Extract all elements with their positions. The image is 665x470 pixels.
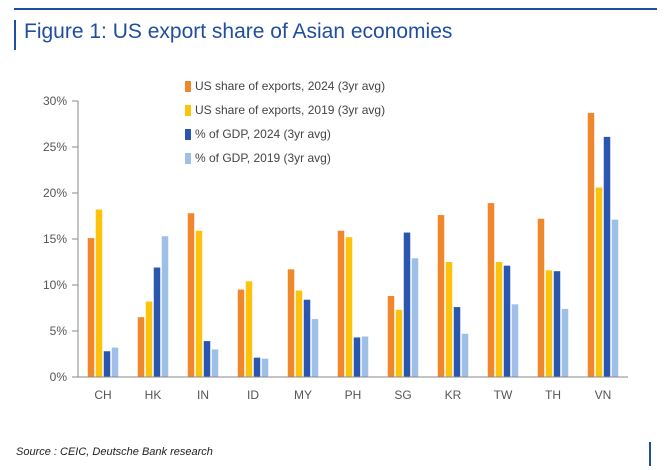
bar-kr-series-0: [437, 215, 445, 377]
bar-ch-series-0: [87, 238, 95, 377]
bar-vn-series-0: [587, 112, 595, 378]
chart-title: Figure 1: US export share of Asian econo…: [24, 20, 453, 43]
legend-label: % of GDP, 2024 (3yr avg): [195, 127, 331, 141]
legend: US share of exports, 2024 (3yr avg) US s…: [185, 74, 385, 170]
bar-sg-series-3: [411, 258, 419, 377]
x-tick-label: TW: [494, 388, 513, 402]
legend-swatch: [185, 128, 191, 140]
bar-hk-series-3: [161, 236, 169, 377]
y-tick-label: 25%: [43, 140, 67, 154]
bar-tw-series-3: [511, 304, 519, 377]
x-axis: CH HK IN ID MY PH SG KR TW TH VN: [78, 376, 628, 402]
bar-sg-series-0: [387, 296, 395, 377]
bar-id-series-3: [261, 358, 269, 377]
bar-hk-series-2: [153, 267, 161, 377]
bar-ph-series-2: [353, 337, 361, 377]
y-axis: 0% 5% 10% 15% 20% 25% 30%: [43, 94, 79, 384]
bar-vn-series-1: [595, 187, 603, 377]
bar-ch-series-2: [103, 351, 111, 377]
bars: [87, 112, 619, 378]
x-tick-label: PH: [345, 388, 362, 402]
bar-id-series-2: [253, 357, 261, 377]
bar-my-series-0: [287, 269, 295, 377]
legend-item-gdp-2024: % of GDP, 2024 (3yr avg): [185, 122, 385, 146]
source-note: Source : CEIC, Deutsche Bank research: [16, 446, 213, 458]
bar-kr-series-1: [445, 262, 453, 377]
x-tick-label: TH: [545, 388, 561, 402]
bar-th-series-2: [553, 271, 561, 377]
x-tick-label: ID: [247, 388, 259, 402]
x-tick-label: VN: [595, 388, 612, 402]
bar-th-series-3: [561, 308, 569, 377]
bar-in-series-2: [203, 341, 211, 377]
bar-ch-series-3: [111, 347, 119, 377]
bar-id-series-1: [245, 281, 253, 377]
bar-vn-series-2: [603, 136, 611, 377]
legend-swatch: [185, 104, 191, 116]
bar-ch-series-1: [95, 209, 103, 377]
x-tick-label: HK: [145, 388, 162, 402]
legend-item-export-share-2019: US share of exports, 2019 (3yr avg): [185, 98, 385, 122]
bar-my-series-1: [295, 290, 303, 377]
bar-ph-series-1: [345, 237, 353, 377]
x-tick-label: IN: [197, 388, 209, 402]
bar-tw-series-1: [495, 262, 503, 377]
legend-swatch: [185, 80, 191, 92]
y-tick-label: 30%: [43, 94, 67, 108]
y-tick-label: 0%: [50, 370, 68, 384]
legend-item-export-share-2024: US share of exports, 2024 (3yr avg): [185, 74, 385, 98]
bar-hk-series-1: [145, 301, 153, 377]
bar-hk-series-0: [137, 317, 145, 377]
bar-kr-series-3: [461, 333, 469, 377]
y-tick-label: 5%: [50, 324, 68, 338]
x-tick-label: CH: [94, 388, 111, 402]
bar-tw-series-2: [503, 265, 511, 377]
legend-label: US share of exports, 2024 (3yr avg): [195, 79, 386, 93]
bar-vn-series-3: [611, 219, 619, 377]
bar-kr-series-2: [453, 307, 461, 377]
bar-in-series-3: [211, 349, 219, 377]
bar-th-series-1: [545, 270, 553, 377]
legend-label: % of GDP, 2019 (3yr avg): [195, 151, 331, 165]
y-tick-label: 10%: [43, 278, 67, 292]
x-tick-label: SG: [394, 388, 411, 402]
bar-sg-series-1: [395, 309, 403, 377]
header-rule: [14, 8, 657, 10]
y-tick-label: 15%: [43, 232, 67, 246]
legend-label: US share of exports, 2019 (3yr avg): [195, 103, 386, 117]
legend-swatch: [185, 152, 191, 164]
bar-tw-series-0: [487, 203, 495, 377]
bar-ph-series-3: [361, 336, 369, 377]
bar-my-series-3: [311, 319, 319, 377]
bar-my-series-2: [303, 299, 311, 377]
bar-in-series-1: [195, 230, 203, 377]
y-tick-label: 20%: [43, 186, 67, 200]
title-accent-bar: [14, 20, 16, 50]
x-tick-label: MY: [294, 388, 312, 402]
bar-id-series-0: [237, 289, 245, 377]
footer-accent-bar: [649, 442, 651, 466]
bar-sg-series-2: [403, 232, 411, 377]
bar-in-series-0: [187, 213, 195, 377]
bar-th-series-0: [537, 218, 545, 377]
legend-item-gdp-2019: % of GDP, 2019 (3yr avg): [185, 146, 385, 170]
bar-ph-series-0: [337, 230, 345, 377]
x-tick-label: KR: [445, 388, 462, 402]
